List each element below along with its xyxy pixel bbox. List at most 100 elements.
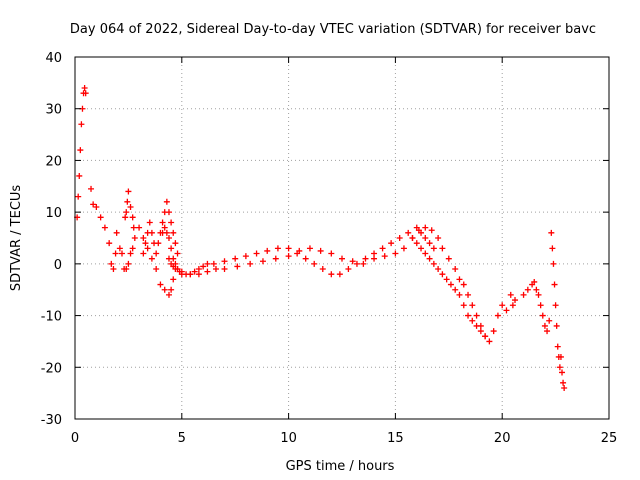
data-point (191, 268, 198, 275)
y-axis-label: SDTVAR / TECUs (9, 185, 24, 292)
data-point (174, 250, 181, 257)
data-point (328, 271, 335, 278)
data-point (539, 312, 546, 319)
data-point (129, 214, 136, 221)
data-point (460, 302, 467, 309)
data-point (157, 281, 164, 288)
data-point (136, 224, 143, 231)
data-point (477, 322, 484, 329)
data-point (212, 266, 219, 273)
data-point (242, 253, 249, 260)
data-point (456, 276, 463, 283)
data-point (552, 302, 559, 309)
data-point (336, 271, 343, 278)
data-point (452, 286, 459, 293)
data-point (144, 245, 151, 252)
data-point (142, 240, 149, 247)
y-tick-label: -30 (41, 413, 62, 428)
data-point (456, 291, 463, 298)
data-point (110, 266, 117, 273)
data-point (553, 322, 560, 329)
y-tick-label: 40 (45, 51, 62, 66)
data-point (108, 260, 115, 267)
data-point (168, 286, 175, 293)
data-point (113, 229, 120, 236)
data-point (520, 291, 527, 298)
data-point (439, 271, 446, 278)
data-point (165, 255, 172, 262)
data-point (328, 250, 335, 257)
data-point (165, 235, 172, 241)
data-point (296, 247, 303, 254)
data-point (155, 240, 162, 247)
x-tick-label: 5 (178, 431, 186, 446)
data-point (396, 235, 403, 241)
data-point (148, 229, 155, 236)
data-point (430, 245, 437, 252)
data-point (371, 250, 378, 257)
data-point (161, 224, 168, 231)
data-point (153, 250, 160, 257)
data-point (130, 224, 137, 231)
data-point (172, 240, 179, 247)
data-point (302, 255, 309, 262)
data-point (544, 328, 551, 335)
data-point (232, 255, 239, 262)
data-point (125, 260, 132, 267)
data-point (131, 235, 138, 241)
x-tick-label: 25 (601, 431, 618, 446)
data-point (400, 245, 407, 252)
data-point (557, 353, 564, 360)
data-point (146, 219, 153, 226)
data-point (124, 198, 131, 205)
data-point (317, 247, 324, 254)
data-point (473, 312, 480, 319)
data-point (259, 258, 266, 265)
data-point (165, 209, 172, 216)
data-point (140, 235, 147, 241)
y-tick-label: 0 (54, 258, 62, 273)
data-point (127, 203, 134, 210)
data-point (349, 258, 356, 265)
data-point (418, 245, 425, 252)
data-point (123, 266, 130, 273)
data-point (148, 255, 155, 262)
data-point (415, 227, 422, 234)
data-point (426, 240, 433, 247)
tick-labels: 0 5 10 15 20 25 -30 -20 -10 0 10 20 30 40 (41, 51, 618, 446)
data-point (159, 219, 166, 226)
data-point (499, 302, 506, 309)
data-point (486, 338, 493, 345)
data-point (409, 235, 416, 241)
x-axis-label: GPS time / hours (286, 459, 395, 474)
data-point (541, 322, 548, 329)
data-point (153, 266, 160, 273)
data-point (195, 271, 202, 278)
data-point (512, 297, 519, 304)
data-point (306, 245, 313, 252)
data-point (161, 286, 168, 293)
data-point (168, 219, 175, 226)
data-point (234, 263, 241, 270)
y-tick-label: 30 (45, 103, 62, 118)
data-point (548, 229, 555, 236)
data-point (388, 240, 395, 247)
data-point (125, 188, 132, 195)
x-tick-label: 15 (387, 431, 404, 446)
data-point (140, 250, 147, 257)
data-point (533, 286, 540, 293)
data-point (264, 247, 271, 254)
data-point (477, 328, 484, 335)
data-point (178, 268, 185, 275)
data-point (339, 255, 345, 262)
data-point (524, 286, 531, 293)
data-point (163, 229, 170, 236)
data-point (435, 235, 442, 241)
data-point (554, 343, 561, 350)
data-point (274, 245, 281, 252)
data-point (422, 250, 429, 257)
data-point (422, 224, 429, 231)
data-point (253, 250, 260, 257)
grid-lines (75, 57, 609, 419)
y-tick-label: -10 (41, 310, 62, 325)
